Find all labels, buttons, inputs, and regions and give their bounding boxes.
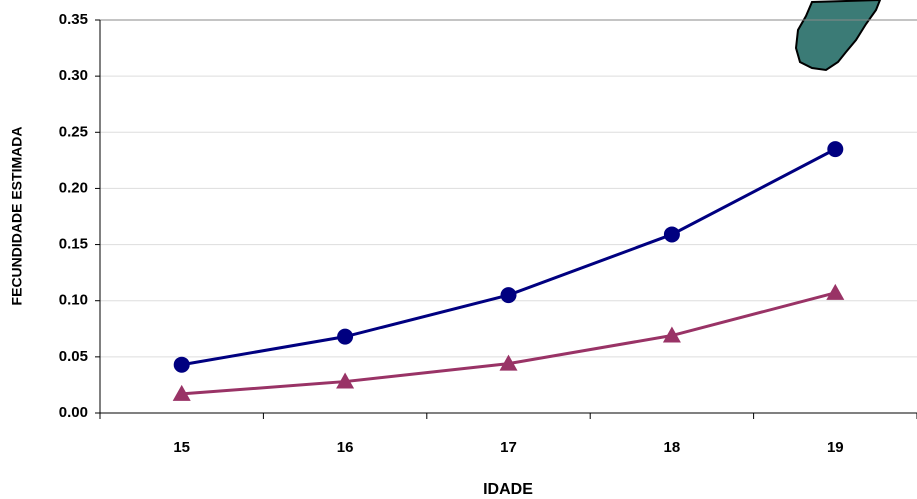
y-tick-label: 0.15	[59, 236, 88, 253]
x-tick-label: 15	[173, 439, 190, 456]
circle-marker	[500, 287, 517, 304]
x-tick-label: 19	[827, 439, 844, 456]
x-tick-label: 17	[500, 439, 517, 456]
y-tick-label: 0.25	[59, 123, 88, 140]
series-line	[181, 147, 836, 367]
triangle-marker	[662, 326, 681, 343]
triangle-marker	[499, 354, 518, 371]
y-tick-label: 0.30	[59, 67, 88, 84]
x-tick-label: 18	[664, 439, 681, 456]
triangle-marker	[172, 384, 191, 401]
y-tick-label: 0.00	[59, 404, 88, 421]
y-tick-label: 0.10	[59, 292, 88, 309]
y-tick-label: 0.35	[59, 11, 88, 28]
circle-marker	[663, 226, 680, 243]
triangle-marker	[826, 283, 845, 300]
series-line	[181, 291, 836, 396]
y-tick-label: 0.05	[59, 348, 88, 365]
x-tick-label: 16	[337, 439, 354, 456]
x-axis-title: IDADE	[483, 481, 533, 498]
decorative-blob	[794, 0, 882, 72]
circle-marker	[827, 141, 844, 158]
y-axis-title: FECUNDIDADE ESTIMADA	[9, 127, 25, 306]
triangle-marker	[336, 372, 355, 389]
y-tick-label: 0.20	[59, 179, 88, 196]
circle-marker	[337, 328, 354, 345]
circle-marker	[173, 356, 190, 373]
